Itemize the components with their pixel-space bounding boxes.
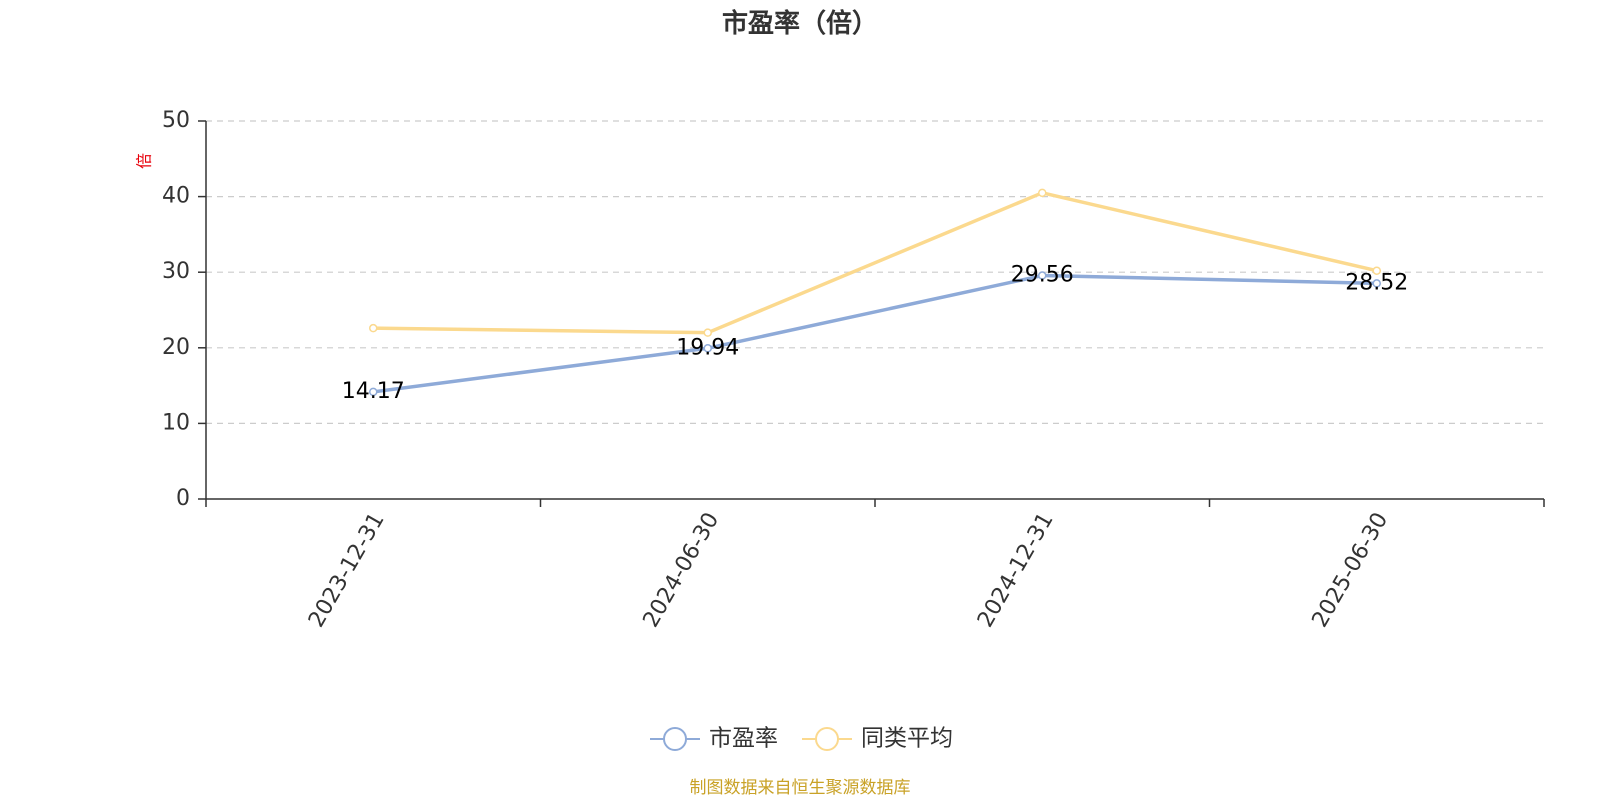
y-tick-label: 30 bbox=[162, 259, 190, 284]
y-tick-label: 20 bbox=[162, 335, 190, 360]
data-point bbox=[369, 387, 378, 397]
data-point bbox=[1372, 279, 1381, 288]
data-labels: 14.17 19.94 29.56 28.52 bbox=[342, 263, 1408, 404]
legend-marker bbox=[663, 727, 687, 751]
y-axis-unit-label: 倍 bbox=[135, 153, 154, 169]
legend-label: 市盈率 bbox=[709, 726, 778, 752]
data-point bbox=[369, 323, 378, 333]
series-line-1 bbox=[373, 191, 1378, 335]
data-point bbox=[1372, 266, 1381, 275]
x-tick-label: 2024-06-30 bbox=[639, 509, 725, 632]
chart-title: 市盈率（倍） bbox=[722, 8, 878, 39]
data-point bbox=[1038, 271, 1047, 280]
legend[interactable]: 市盈率 同类平均 bbox=[650, 726, 953, 752]
x-tick-label: 2024-12-31 bbox=[973, 509, 1059, 632]
series-lines bbox=[369, 188, 1381, 397]
x-tick-label: 2025-06-30 bbox=[1308, 509, 1394, 632]
data-point bbox=[703, 328, 712, 337]
y-tick-label: 50 bbox=[162, 108, 190, 133]
source-note: 制图数据来自恒生聚源数据库 bbox=[690, 778, 911, 798]
axes: 0 10 20 30 40 50 2023-12-31 2024-06-30 2024-12-3… bbox=[162, 108, 1545, 632]
data-point bbox=[703, 344, 712, 353]
y-tick-label: 0 bbox=[176, 486, 190, 511]
data-label: 29.56 bbox=[1011, 263, 1074, 288]
data-label: 19.94 bbox=[676, 335, 739, 360]
x-tick-label: 2023-12-31 bbox=[304, 509, 390, 632]
data-label: 14.17 bbox=[342, 379, 405, 404]
gridlines bbox=[206, 120, 1544, 424]
series-line-0 bbox=[373, 273, 1377, 394]
legend-label: 同类平均 bbox=[861, 726, 953, 752]
legend-item-1[interactable]: 同类平均 bbox=[802, 726, 953, 752]
y-tick-label: 40 bbox=[162, 184, 190, 209]
data-label: 28.52 bbox=[1345, 270, 1408, 295]
legend-item-0[interactable]: 市盈率 bbox=[650, 726, 778, 752]
legend-marker bbox=[815, 727, 839, 751]
y-tick-label: 10 bbox=[162, 410, 190, 435]
data-point bbox=[1038, 188, 1047, 198]
